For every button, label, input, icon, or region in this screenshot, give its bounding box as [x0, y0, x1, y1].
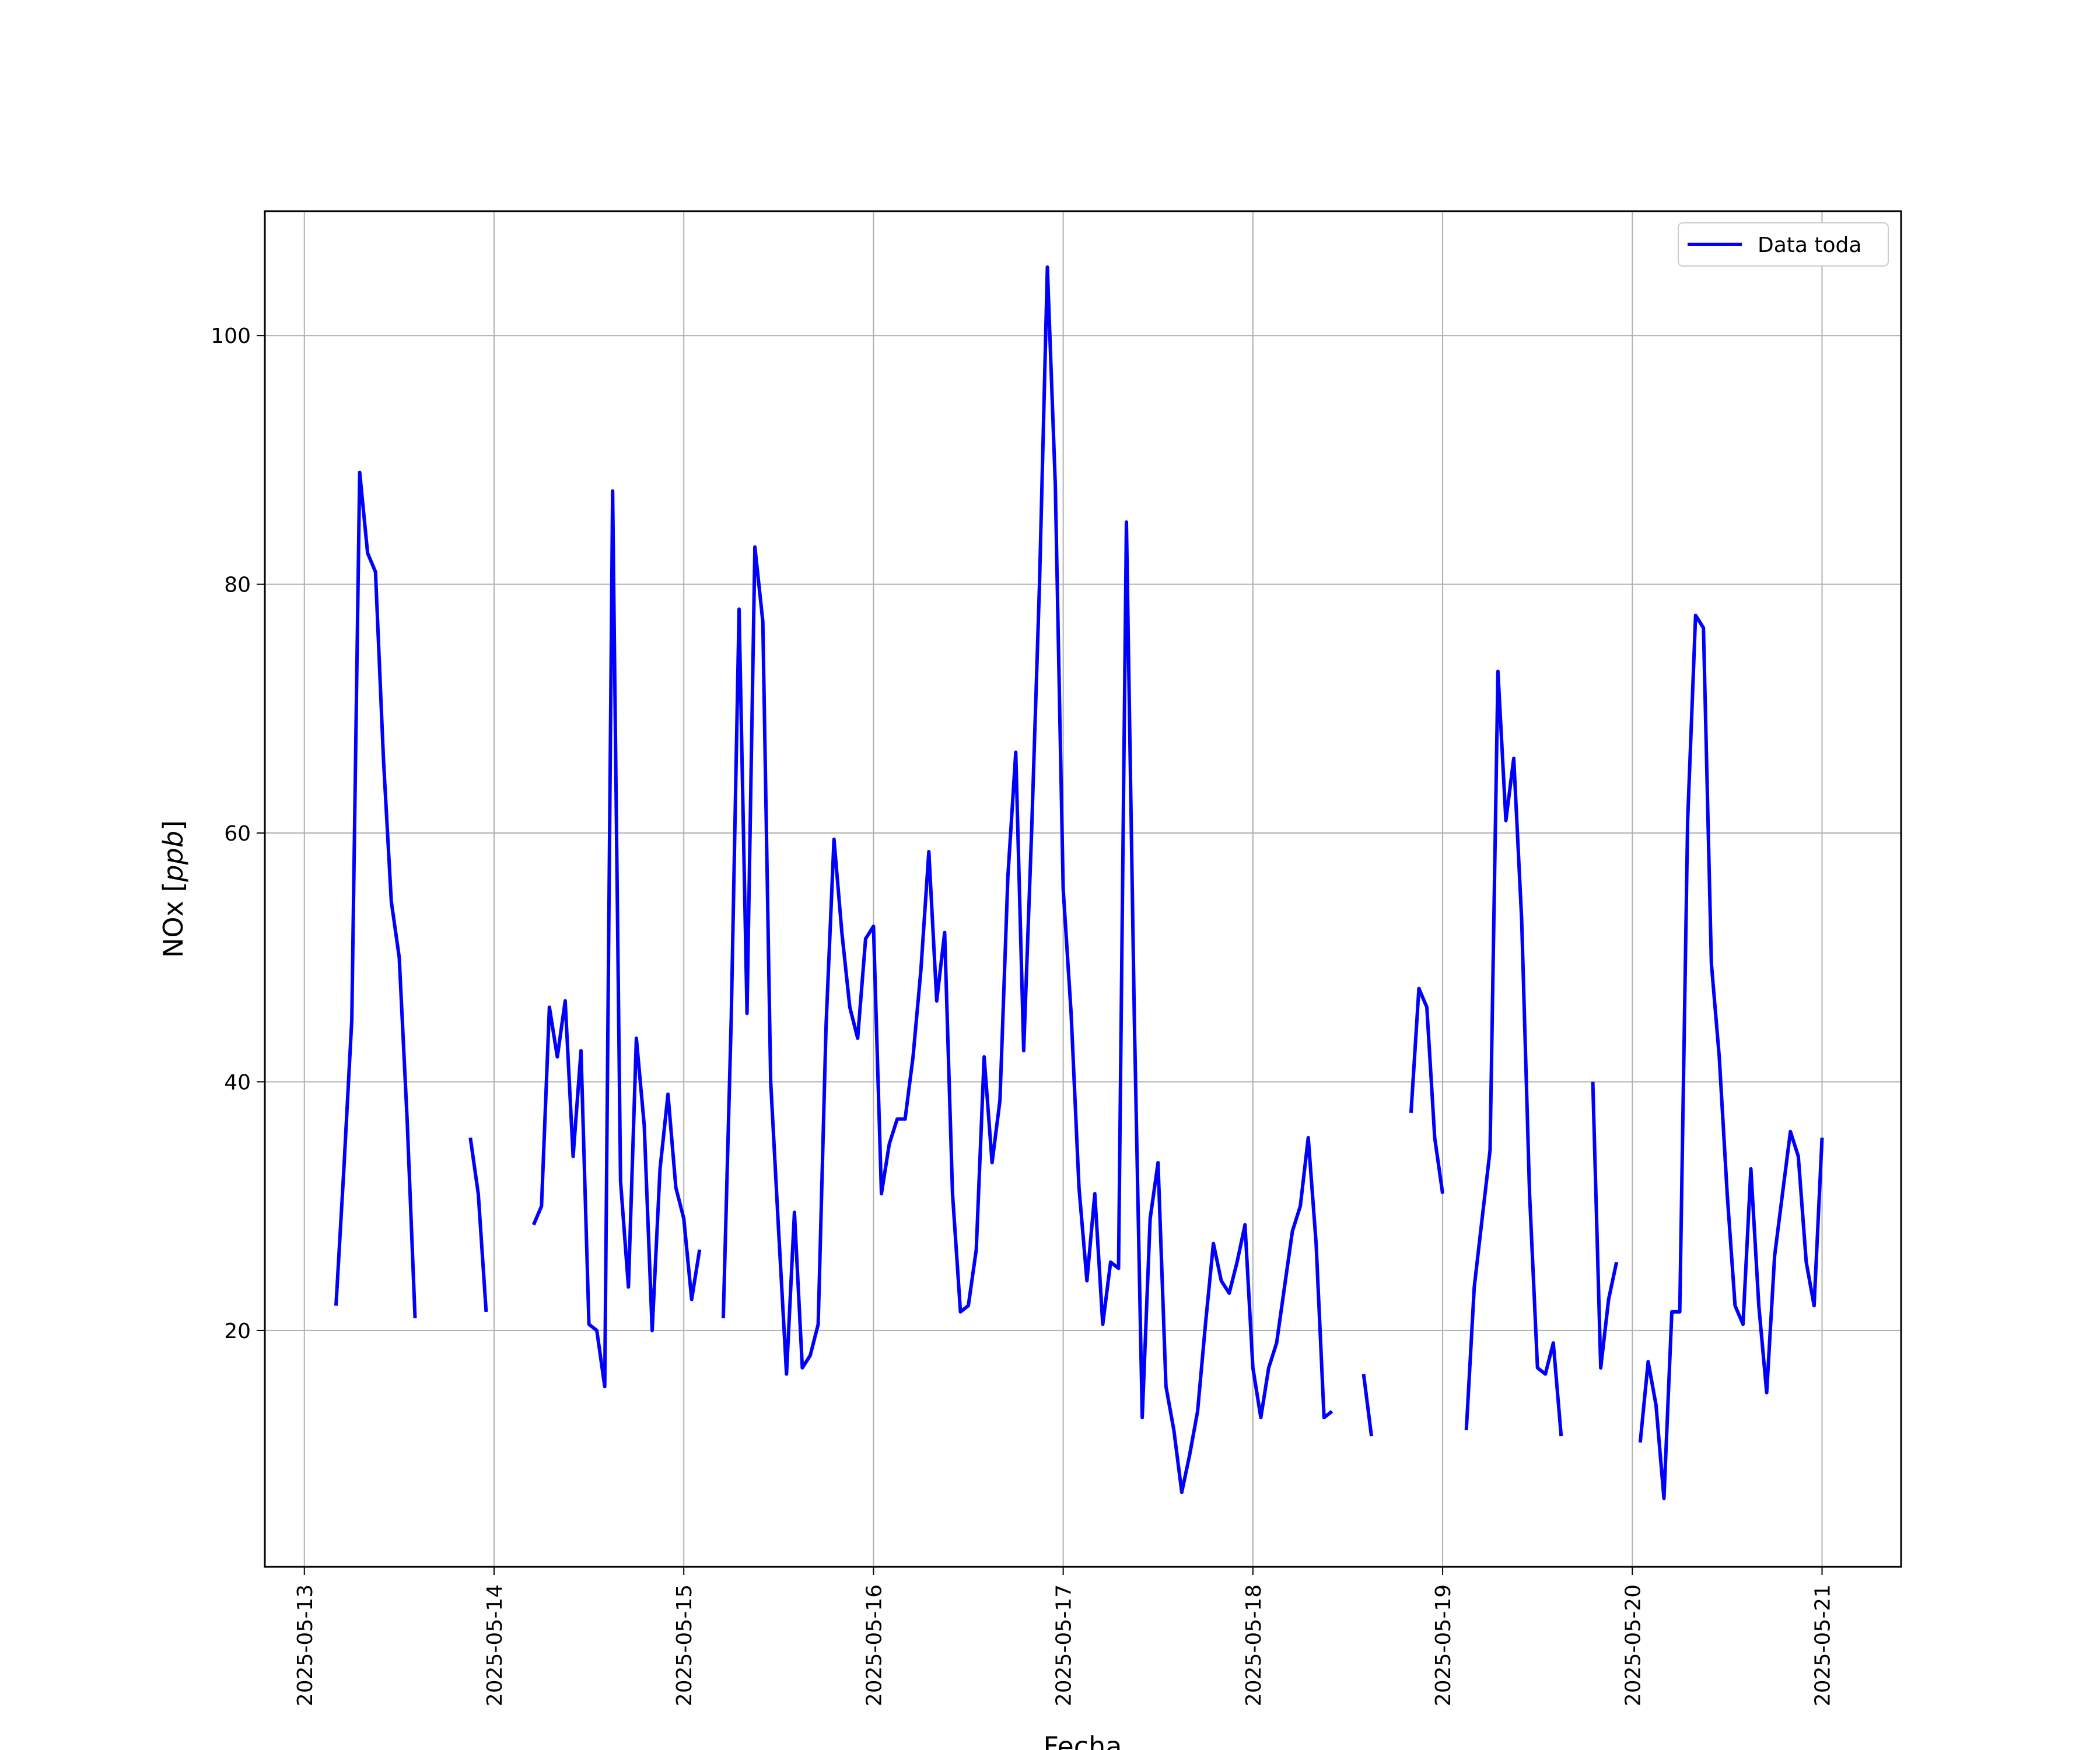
- series-line-segment: [1464, 669, 1563, 1437]
- series-line-segment: [531, 489, 702, 1388]
- x-tick-label: 2025-05-15: [673, 1584, 696, 1706]
- x-tick-label: 2025-05-21: [1811, 1584, 1835, 1706]
- x-tick-label: 2025-05-18: [1242, 1584, 1266, 1706]
- y-axis-label-suffix: ]: [158, 820, 189, 831]
- y-axis-label-prefix: NOx [: [158, 882, 189, 958]
- legend: Data toda: [1678, 222, 1889, 267]
- y-tick-label: 100: [211, 324, 251, 348]
- grid-lines: [265, 211, 1901, 1567]
- plot-frame: [264, 210, 1902, 1568]
- y-tick-label: 60: [224, 822, 251, 846]
- y-axis-ticks: 20 40 60 80 100: [211, 324, 265, 1343]
- y-tick-label: 40: [224, 1070, 251, 1094]
- y-axis-label: NOx [ppb]: [158, 820, 189, 958]
- y-tick-label: 20: [224, 1320, 251, 1343]
- x-tick-label: 2025-05-13: [293, 1584, 317, 1706]
- series-line-segment: [1591, 1082, 1619, 1370]
- y-tick-label: 80: [224, 573, 251, 597]
- x-axis-ticks: 2025-05-13 2025-05-14 2025-05-15 2025-05-16…: [293, 1567, 1835, 1706]
- series-line-segment: [721, 265, 1334, 1494]
- data-series: [334, 265, 1824, 1500]
- series-line-segment: [1409, 986, 1445, 1194]
- series-line-segment: [1638, 613, 1824, 1500]
- legend-box: [1678, 222, 1889, 267]
- x-tick-label: 2025-05-16: [862, 1584, 886, 1706]
- series-line-segment: [468, 1137, 488, 1312]
- x-tick-label: 2025-05-14: [483, 1584, 507, 1706]
- series-line-segment: [334, 470, 417, 1318]
- legend-label: Data toda: [1758, 233, 1861, 257]
- x-tick-label: 2025-05-20: [1621, 1584, 1645, 1706]
- x-axis-label: Fecha: [1044, 1731, 1122, 1750]
- x-tick-label: 2025-05-17: [1052, 1584, 1076, 1706]
- x-tick-label: 2025-05-19: [1432, 1584, 1455, 1706]
- series-line-segment: [1362, 1374, 1374, 1437]
- y-axis-label-unit: ppb: [158, 831, 189, 883]
